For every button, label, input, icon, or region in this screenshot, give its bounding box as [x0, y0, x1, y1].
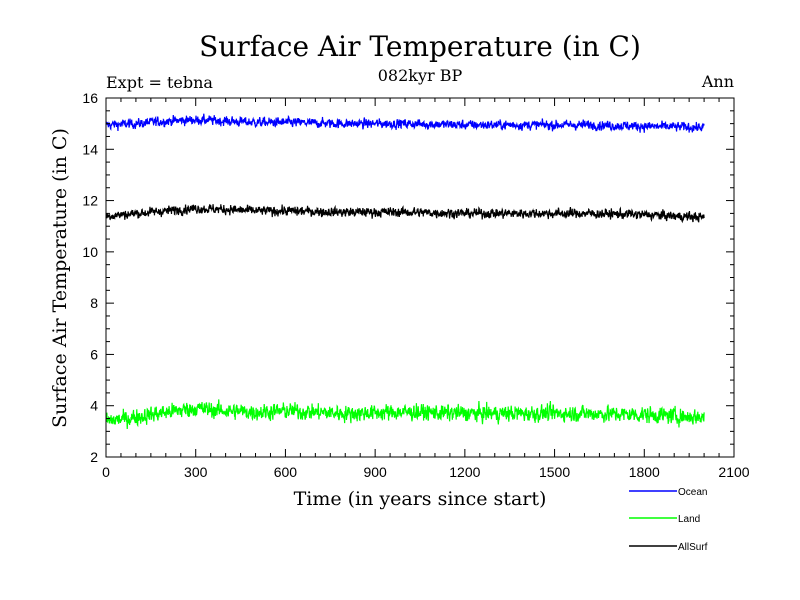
x-tick-label: 300	[184, 464, 208, 480]
x-tick-label: 900	[363, 464, 387, 480]
legend-label-allsurf: AllSurf	[678, 542, 708, 553]
series-line-ocean	[105, 113, 705, 133]
x-tick-label: 1500	[539, 464, 570, 480]
y-tick-label: 4	[90, 398, 98, 414]
chart-title: Surface Air Temperature (in C)	[199, 30, 641, 63]
series-line-land	[105, 399, 705, 430]
season-label: Ann	[701, 72, 734, 91]
x-tick-label: 600	[274, 464, 298, 480]
x-tick-label: 2100	[718, 464, 749, 480]
y-tick-label: 10	[82, 244, 98, 260]
axes-layer: 0 300 600 900 1200 1500 1800 2100 2 4 6 8 10 12 14 16	[82, 90, 749, 480]
y-tick-label: 2	[90, 449, 98, 465]
x-tick-label: 1200	[449, 464, 480, 480]
legend-label-land: Land	[678, 514, 700, 525]
y-tick-label: 6	[90, 346, 98, 362]
chart-subtitle: 082kyr BP	[378, 66, 463, 85]
y-tick-label: 8	[90, 295, 98, 311]
y-tick-label: 14	[82, 141, 98, 157]
series-line-allsurf	[105, 204, 705, 224]
experiment-label: Expt = tebna	[106, 73, 213, 92]
x-axis-label: Time (in years since start)	[294, 488, 547, 510]
legend: Ocean Land AllSurf	[629, 487, 708, 553]
x-tick-label: 1800	[629, 464, 660, 480]
legend-label-ocean: Ocean	[678, 487, 707, 498]
y-axis-label: Surface Air Temperature (in C)	[49, 128, 71, 428]
series-layer	[105, 113, 705, 430]
y-tick-label: 12	[82, 193, 98, 209]
y-tick-label: 16	[82, 90, 98, 106]
plot-frame	[105, 97, 735, 458]
x-tick-label: 0	[102, 464, 110, 480]
